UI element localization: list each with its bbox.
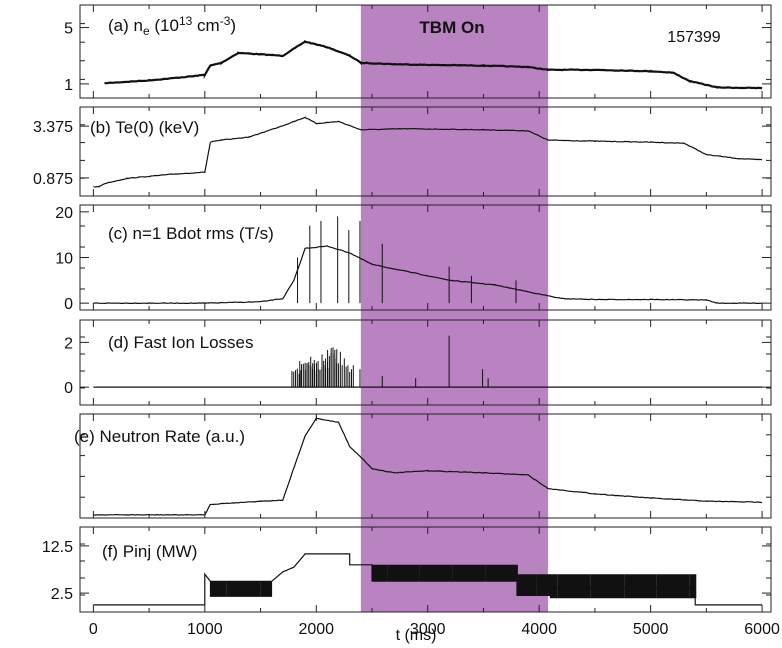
y-tick-label: 2	[64, 335, 73, 352]
x-tick-label: 6000	[744, 621, 780, 638]
x-tick-label: 2000	[298, 621, 334, 638]
panel-title: (b) Te(0) (keV)	[90, 118, 199, 137]
panel-a: 5 1 (a) ne (1013 cm-3)	[64, 4, 772, 99]
x-tick-label: 3000	[410, 621, 446, 638]
panel-d: 2 0 (d) Fast Ion Losses	[64, 319, 772, 406]
trace-line	[93, 245, 763, 305]
tbm-on-band	[360, 5, 549, 612]
panel-title: (e) Neutron Rate (a.u.)	[74, 427, 245, 446]
panel-b: 3.375 0.875 (b) Te(0) (keV)	[33, 106, 772, 197]
panel-title: (a) ne (1013 cm-3)	[108, 14, 236, 38]
panel-e: (e) Neutron Rate (a.u.)	[74, 413, 772, 519]
x-tick-label: 4000	[521, 621, 557, 638]
panel-title: (d) Fast Ion Losses	[108, 333, 254, 352]
y-tick-label: 0.875	[33, 171, 73, 188]
y-tick-label: 12.5	[42, 539, 73, 556]
y-tick-label: 0	[64, 380, 73, 397]
panel-c: 20 10 0 (c) n=1 Bdot rms (T/s)	[55, 204, 772, 313]
tbm-on-highlight-layer	[360, 5, 549, 612]
y-tick-label: 3.375	[33, 119, 73, 136]
y-tick-label: 2.5	[51, 586, 73, 603]
panel-title: (f) Pinj (MW)	[102, 542, 197, 561]
pinj-modulation	[549, 574, 697, 599]
panel-frame	[79, 526, 772, 613]
trace-line	[104, 40, 763, 90]
x-tick-label: 1000	[187, 621, 223, 638]
y-tick-label: 20	[55, 205, 73, 222]
panel-frame	[79, 319, 772, 406]
tbm-on-label: TBM On	[419, 18, 484, 37]
pinj-modulation	[371, 564, 518, 582]
y-tick-label: 1	[64, 77, 73, 94]
y-tick-label: 5	[64, 21, 73, 38]
panel-frame	[79, 106, 772, 197]
panels-layer: 5 1 (a) ne (1013 cm-3) 3.375 0.875 (b) Te(0) …	[33, 4, 772, 613]
y-tick-label: 0	[64, 296, 73, 313]
x-tick-label: 5000	[633, 621, 669, 638]
trace-line	[93, 116, 763, 188]
shot-number: 157399	[667, 29, 720, 46]
panel-f: 12.5 2.5 (f) Pinj (MW)	[42, 526, 772, 613]
y-tick-label: 10	[55, 251, 73, 268]
x-axis-label: t (ms)	[396, 627, 437, 644]
x-axis: 0 1000 2000 3000 4000 5000 6000	[89, 621, 780, 638]
trace-line	[93, 415, 763, 516]
x-tick-label: 0	[89, 621, 98, 638]
panel-title: (c) n=1 Bdot rms (T/s)	[108, 224, 274, 243]
pinj-modulation	[516, 574, 551, 596]
pinj-modulation	[209, 581, 273, 597]
panel-frame	[79, 4, 772, 99]
panel-frame	[79, 413, 772, 519]
